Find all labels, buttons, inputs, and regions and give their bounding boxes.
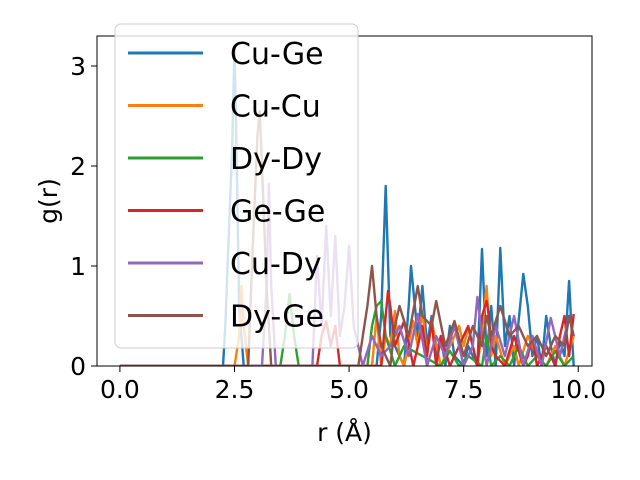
series-line-dy-dy xyxy=(119,292,575,366)
legend-label: Cu-Cu xyxy=(230,90,321,125)
legend-label: Cu-Ge xyxy=(230,37,324,72)
x-axis-label: r (Å) xyxy=(317,418,372,447)
legend-label: Dy-Dy xyxy=(230,142,322,177)
x-tick-label: 7.5 xyxy=(444,375,484,404)
y-axis-label: g(r) xyxy=(34,178,63,224)
series-line-ge-ge xyxy=(119,289,575,366)
x-tick-label: 2.5 xyxy=(215,375,255,404)
x-axis-ticks: 0.0 2.5 5.0 7.5 10.0 xyxy=(100,366,606,404)
series-line-cu-cu xyxy=(119,284,575,366)
y-axis-ticks: 0 1 2 3 xyxy=(70,52,97,381)
legend-label: Dy-Ge xyxy=(230,300,324,335)
y-tick-label: 1 xyxy=(70,252,86,281)
x-tick-label: 0.0 xyxy=(100,375,140,404)
legend-label: Cu-Dy xyxy=(230,247,322,282)
y-tick-label: 3 xyxy=(70,52,86,81)
y-tick-label: 0 xyxy=(70,352,86,381)
x-tick-label: 5.0 xyxy=(329,375,369,404)
legend: Cu-Ge Cu-Cu Dy-Dy Ge-Ge Cu-Dy Dy-Ge xyxy=(114,23,359,349)
y-tick-label: 2 xyxy=(70,152,86,181)
x-tick-label: 10.0 xyxy=(550,375,606,404)
legend-label: Ge-Ge xyxy=(230,195,325,230)
